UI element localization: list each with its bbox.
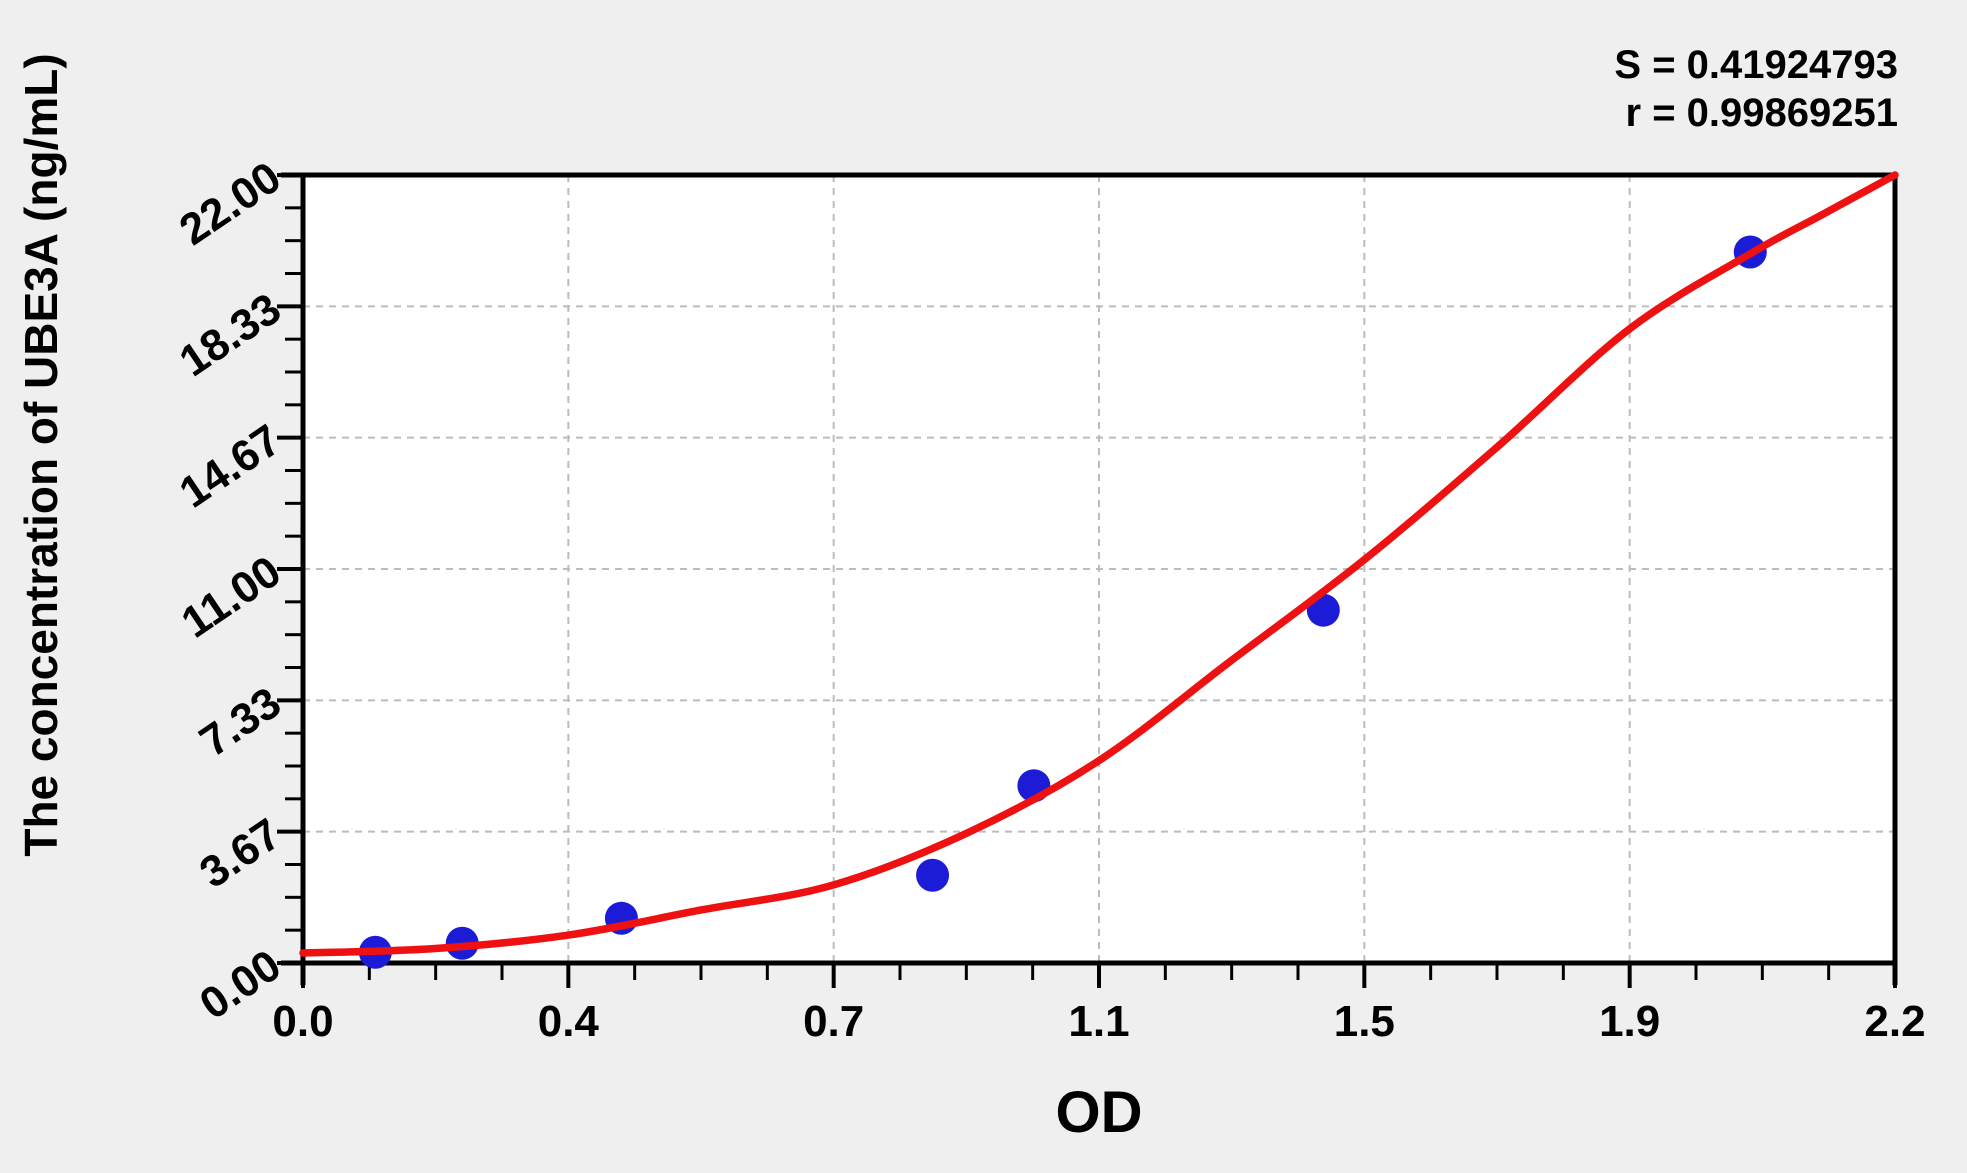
stat-s-value: S = 0.41924793 [1614, 43, 1898, 87]
x-axis-title: OD [1056, 1080, 1143, 1145]
x-tick-label: 1.9 [1599, 997, 1660, 1046]
x-tick-label: 1.1 [1068, 997, 1129, 1046]
axis-spines [281, 172, 1898, 985]
x-tick-label: 2.2 [1864, 997, 1925, 1046]
stat-r-value: r = 0.99869251 [1626, 91, 1898, 135]
axis-ticks [277, 173, 1897, 988]
standard-data-point [916, 858, 950, 892]
gridlines [303, 175, 1895, 963]
x-tick-label: 0.7 [803, 997, 864, 1046]
x-tick-label: 0.4 [538, 997, 600, 1046]
fitted-curve [299, 171, 1899, 957]
x-tick-label: 1.5 [1334, 997, 1395, 1046]
x-tick-label: 0.0 [272, 997, 333, 1046]
x-tick-labels: 0.0 0.4 0.7 1.1 1.5 1.9 2.2 [272, 997, 1925, 1046]
fitted-curve-path [299, 171, 1899, 957]
y-axis-title: The concentration of UBE3A (ng/mL) [15, 53, 67, 856]
